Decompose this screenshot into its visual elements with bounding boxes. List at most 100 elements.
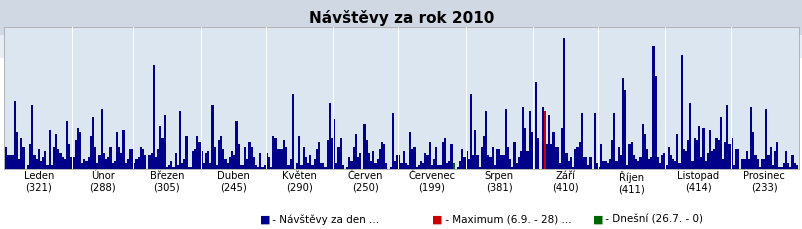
Bar xyxy=(543,111,545,169)
Bar xyxy=(398,155,400,169)
Bar xyxy=(423,153,426,169)
Bar xyxy=(115,132,118,169)
Bar xyxy=(254,165,257,169)
Bar xyxy=(749,107,751,169)
Bar xyxy=(452,163,454,169)
Bar xyxy=(105,159,107,169)
Bar xyxy=(94,147,96,169)
Bar xyxy=(71,157,72,169)
Bar xyxy=(628,144,630,169)
Bar xyxy=(740,159,743,169)
Bar xyxy=(545,144,548,169)
Text: << 2009: << 2009 xyxy=(4,42,55,52)
Bar xyxy=(688,103,691,169)
Bar xyxy=(239,165,241,169)
Bar xyxy=(463,157,465,169)
Bar xyxy=(188,167,189,169)
Bar xyxy=(189,167,192,169)
Bar xyxy=(474,130,476,169)
Bar xyxy=(554,147,556,169)
Text: - Maximum (6.9. - 28) ...: - Maximum (6.9. - 28) ... xyxy=(441,215,570,225)
Bar xyxy=(650,157,651,169)
Bar xyxy=(504,109,506,169)
Bar xyxy=(365,140,367,169)
Bar xyxy=(136,159,137,169)
Bar xyxy=(374,163,376,169)
Bar xyxy=(426,155,428,169)
Bar xyxy=(521,107,524,169)
Bar xyxy=(118,147,120,169)
Bar xyxy=(571,167,573,169)
Bar xyxy=(107,157,109,169)
Bar xyxy=(44,151,47,169)
Bar xyxy=(758,167,760,169)
Bar xyxy=(250,147,253,169)
Bar xyxy=(526,151,528,169)
Bar xyxy=(137,157,140,169)
Bar xyxy=(444,138,445,169)
Bar xyxy=(26,165,29,169)
Bar xyxy=(721,159,723,169)
Bar xyxy=(257,167,259,169)
Bar xyxy=(225,159,226,169)
Bar xyxy=(265,153,268,169)
Bar xyxy=(192,151,194,169)
Bar xyxy=(723,142,725,169)
Bar xyxy=(687,140,688,169)
Bar xyxy=(673,161,675,169)
Bar xyxy=(502,155,504,169)
Bar xyxy=(569,157,571,169)
Bar xyxy=(174,153,176,169)
Bar xyxy=(678,163,680,169)
Bar xyxy=(792,163,795,169)
Bar xyxy=(548,115,549,169)
Bar xyxy=(90,136,92,169)
Bar xyxy=(237,144,239,169)
Bar xyxy=(665,165,666,169)
Bar xyxy=(776,142,777,169)
Bar xyxy=(506,147,508,169)
Bar xyxy=(680,55,682,169)
Bar xyxy=(29,144,31,169)
Bar xyxy=(100,109,103,169)
Bar xyxy=(129,149,131,169)
Bar xyxy=(760,159,762,169)
Bar xyxy=(68,144,71,169)
Bar xyxy=(589,157,591,169)
Bar xyxy=(786,163,788,169)
Bar xyxy=(276,149,278,169)
Bar xyxy=(55,134,57,169)
Bar xyxy=(467,159,469,169)
Bar xyxy=(391,113,394,169)
Bar xyxy=(658,163,660,169)
Bar xyxy=(482,136,484,169)
Bar xyxy=(747,159,749,169)
Bar xyxy=(207,151,209,169)
Bar xyxy=(602,161,604,169)
Bar xyxy=(38,149,40,169)
Bar xyxy=(549,144,552,169)
Bar xyxy=(337,147,339,169)
Bar xyxy=(148,155,151,169)
Bar xyxy=(376,159,379,169)
Bar xyxy=(357,157,358,169)
Bar xyxy=(608,159,610,169)
Bar xyxy=(48,130,51,169)
Bar xyxy=(176,165,179,169)
Bar xyxy=(209,163,211,169)
Bar xyxy=(11,155,14,169)
Bar xyxy=(63,159,66,169)
Bar xyxy=(419,161,422,169)
Bar xyxy=(281,149,283,169)
Bar xyxy=(703,161,706,169)
Bar xyxy=(512,142,515,169)
Bar xyxy=(684,151,687,169)
Bar xyxy=(213,147,216,169)
Bar xyxy=(122,130,124,169)
Bar xyxy=(432,159,435,169)
Bar xyxy=(496,149,497,169)
Bar xyxy=(211,105,213,169)
Bar xyxy=(59,153,62,169)
Bar xyxy=(561,128,563,169)
Bar xyxy=(216,165,217,169)
